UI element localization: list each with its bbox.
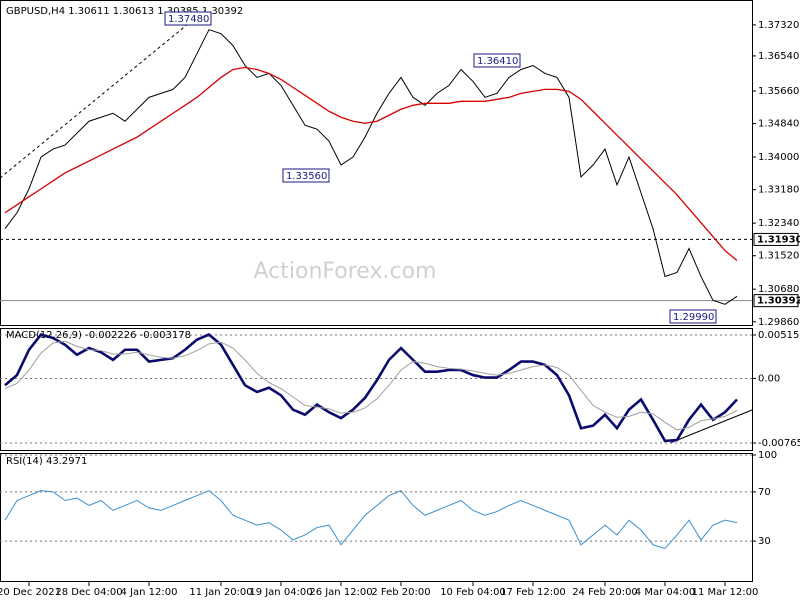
y-tick-label: 1.35660 xyxy=(758,86,799,97)
macd-trend-line xyxy=(669,409,753,444)
level-label: 1.31930 xyxy=(757,234,800,245)
series-line xyxy=(4,66,738,262)
annotation-box xyxy=(473,53,521,68)
y-tick-label: 1.36540 xyxy=(758,51,799,62)
x-tick-label: 24 Feb 20:00 xyxy=(572,587,638,598)
y-tick-label: 0.00 xyxy=(758,373,780,384)
y-tick-label: -0.00765 xyxy=(758,438,800,449)
series-line xyxy=(4,333,738,443)
y-tick-label: 30 xyxy=(758,536,771,547)
x-tick-label: 28 Dec 04:00 xyxy=(55,587,122,598)
panel-title: RSI(14) 43.2971 xyxy=(6,456,87,467)
annotation: 1.36410 xyxy=(477,56,518,67)
x-tick-label: 20 Dec 2021 xyxy=(0,587,61,598)
x-tick-label: 4 Mar 04:00 xyxy=(635,587,695,598)
annotation: 1.33560 xyxy=(286,171,327,182)
y-tick-label: 1.31520 xyxy=(758,251,799,262)
series-line xyxy=(4,490,738,550)
level-label: 1.30392 xyxy=(757,296,800,307)
annotation: 1.37480 xyxy=(168,14,209,25)
rsi-panel xyxy=(0,453,753,582)
x-tick-label: 11 Mar 12:00 xyxy=(692,587,759,598)
y-tick-label: 100 xyxy=(758,450,777,461)
y-tick-label: 0.005152 xyxy=(758,330,800,341)
annotation-box xyxy=(282,168,330,183)
level-box xyxy=(753,232,799,246)
level-box xyxy=(753,294,799,308)
panel-title: MACD(12,26,9) -0.002226 -0.003178 xyxy=(6,330,191,341)
x-tick-label: 2 Feb 20:00 xyxy=(371,587,430,598)
y-tick-label: 70 xyxy=(758,487,771,498)
x-tick-label: 10 Feb 04:00 xyxy=(440,587,506,598)
y-tick-label: 1.30680 xyxy=(758,284,799,295)
annotation-box xyxy=(164,11,212,26)
y-tick-label: 1.34840 xyxy=(758,119,799,130)
y-tick-label: 1.34000 xyxy=(758,152,799,163)
x-tick-label: 11 Jan 20:00 xyxy=(189,587,252,598)
watermark: ActionForex.com xyxy=(254,259,437,284)
trend-line xyxy=(0,9,206,179)
y-tick-label: 1.32340 xyxy=(758,218,799,229)
series-line xyxy=(4,340,738,431)
main-panel xyxy=(0,0,753,326)
annotation-box xyxy=(669,309,717,324)
series-line xyxy=(4,29,738,305)
panel-title: GBPUSD,H4 1.30611 1.30613 1.30385 1.3039… xyxy=(6,6,243,17)
y-tick-label: 1.37320 xyxy=(758,20,799,31)
x-tick-label: 17 Feb 12:00 xyxy=(500,587,566,598)
y-tick-label: 1.33180 xyxy=(758,185,799,196)
annotation: 1.29990 xyxy=(673,312,714,323)
x-tick-label: 19 Jan 04:00 xyxy=(249,587,312,598)
x-tick-label: 4 Jan 12:00 xyxy=(121,587,178,598)
x-tick-label: 26 Jan 12:00 xyxy=(309,587,372,598)
y-tick-label: 1.29860 xyxy=(758,317,799,328)
macd-panel xyxy=(0,328,753,451)
